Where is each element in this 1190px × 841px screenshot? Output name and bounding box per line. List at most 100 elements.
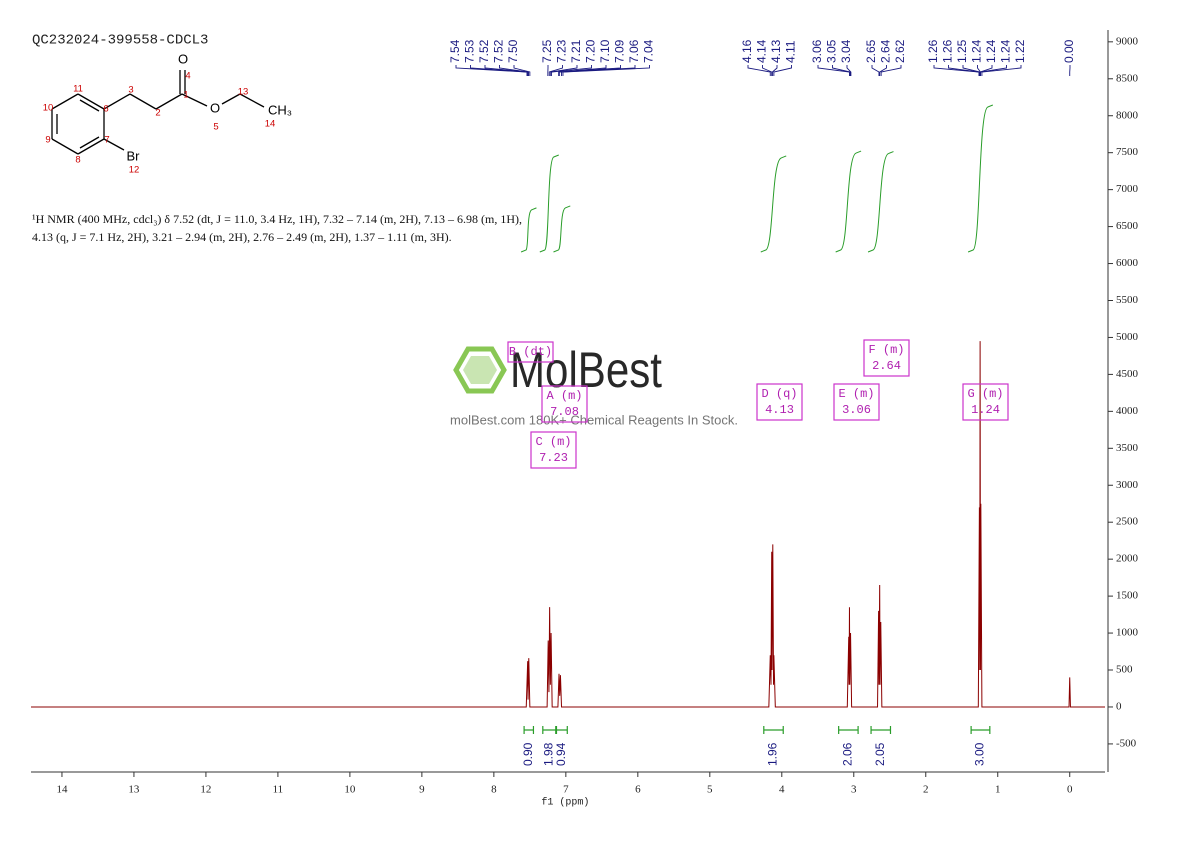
peak-connector	[455, 65, 528, 76]
peak-label: 1.22	[1013, 39, 1027, 63]
peak-label: 7.06	[627, 39, 641, 63]
peak-label: 7.10	[598, 39, 612, 63]
peak-label: 3.04	[839, 39, 853, 63]
atom-number: 2	[155, 108, 160, 119]
multiplet-box	[541, 385, 588, 423]
peak-label: 1.24	[984, 39, 998, 63]
integral-curve	[553, 205, 571, 253]
integral-label: 1.98	[541, 742, 555, 766]
peak-label: 1.26	[926, 39, 940, 63]
integral-curve	[967, 104, 994, 253]
atom-symbol: Br	[127, 148, 141, 163]
peak-connector	[948, 65, 980, 76]
peak-label: 7.54	[448, 39, 462, 63]
logo	[453, 346, 507, 394]
y-tick-label: 3000	[1116, 479, 1139, 491]
peak-label: 7.23	[555, 39, 569, 63]
bond	[129, 93, 157, 110]
bond	[181, 93, 208, 107]
integral-bracket	[555, 726, 568, 734]
x-tick-label: 2	[923, 784, 929, 796]
bond	[51, 93, 79, 110]
integral-curve	[835, 150, 862, 253]
bond	[239, 93, 265, 108]
multiplet-shift: 1.24	[971, 403, 1000, 417]
peak-label: 7.52	[492, 39, 506, 63]
x-tick-label: 14	[56, 784, 68, 796]
watermark-brand: MolBest	[510, 342, 662, 398]
peak-connector	[879, 65, 887, 76]
x-axis-label: f1 (ppm)	[541, 797, 589, 809]
peak-connector	[980, 65, 1007, 76]
bond	[103, 138, 125, 151]
multiplet-shift: 3.06	[842, 403, 871, 417]
multiplet-shift: 2.64	[872, 359, 901, 373]
integral-bracket	[970, 726, 991, 734]
y-tick-label: 8000	[1116, 109, 1139, 121]
integral-bracket	[763, 726, 784, 734]
peak-label: 7.25	[540, 39, 554, 63]
y-tick-label: 2500	[1116, 516, 1139, 528]
x-tick-label: 13	[128, 784, 140, 796]
integral-label: 2.05	[873, 742, 887, 766]
peak-label: 2.64	[879, 39, 893, 63]
watermark: MolBest molBest.com 180K+ Chemical Reage…	[450, 342, 738, 427]
integral-label: 2.06	[841, 742, 855, 766]
peak-connector	[470, 65, 529, 76]
bond	[155, 93, 183, 110]
integral-curve	[539, 154, 559, 253]
integral-curve	[867, 151, 894, 253]
peak-connector	[846, 65, 852, 76]
peak-connector	[558, 65, 607, 76]
peak-label: 7.52	[477, 39, 491, 63]
atom-number: 9	[45, 135, 50, 146]
atom-number: 6	[103, 104, 108, 115]
peak-connector	[871, 65, 880, 76]
multiplet-shift: 7.23	[539, 451, 568, 465]
peak-connector	[550, 65, 592, 76]
y-tick-label: 6500	[1116, 220, 1139, 232]
peak-label: 4.13	[769, 39, 783, 63]
multiplet-name: C (m)	[535, 435, 571, 449]
x-tick-label: 0	[1067, 784, 1073, 796]
y-tick-label: 8500	[1116, 72, 1139, 84]
atom-number: 3	[128, 85, 133, 96]
atom-number: 12	[129, 165, 140, 176]
bond	[221, 93, 241, 105]
atom-number: 7	[104, 135, 109, 146]
x-tick-label: 3	[851, 784, 857, 796]
peak-connector	[558, 65, 621, 76]
atom-number: 8	[75, 155, 80, 166]
peak-label: 1.26	[941, 39, 955, 63]
atom-number: 14	[265, 119, 276, 130]
x-tick-label: 7	[563, 784, 569, 796]
peak-label: 7.09	[613, 39, 627, 63]
x-tick-label: 5	[707, 784, 713, 796]
y-tick-label: 4500	[1116, 368, 1139, 380]
y-tick-label: 1500	[1116, 590, 1139, 602]
integral-label: 1.96	[766, 742, 780, 766]
peak-label: 7.50	[506, 39, 520, 63]
bond	[79, 99, 100, 112]
peak-connector	[880, 65, 902, 76]
multiplet-box	[962, 383, 1009, 421]
atom-number: 10	[43, 103, 54, 114]
peak-label: 7.20	[584, 39, 598, 63]
atom-symbol: O	[210, 100, 220, 115]
peak-label: 7.53	[463, 39, 477, 63]
multiplet-box	[756, 383, 803, 421]
y-tick-label: 3500	[1116, 442, 1139, 454]
peak-connector	[499, 65, 529, 76]
bond	[77, 93, 105, 110]
integral-bracket	[838, 726, 859, 734]
peak-label: 7.21	[569, 39, 583, 63]
bond	[77, 138, 105, 155]
multiplet-name: B (dt)	[509, 345, 552, 359]
y-tick-label: 4000	[1116, 405, 1139, 417]
multiplet-name: F (m)	[868, 343, 904, 357]
atom-number: 13	[238, 87, 249, 98]
integral-curve	[520, 207, 537, 253]
peak-connector	[562, 65, 650, 76]
y-tick-label: 0	[1116, 700, 1122, 712]
